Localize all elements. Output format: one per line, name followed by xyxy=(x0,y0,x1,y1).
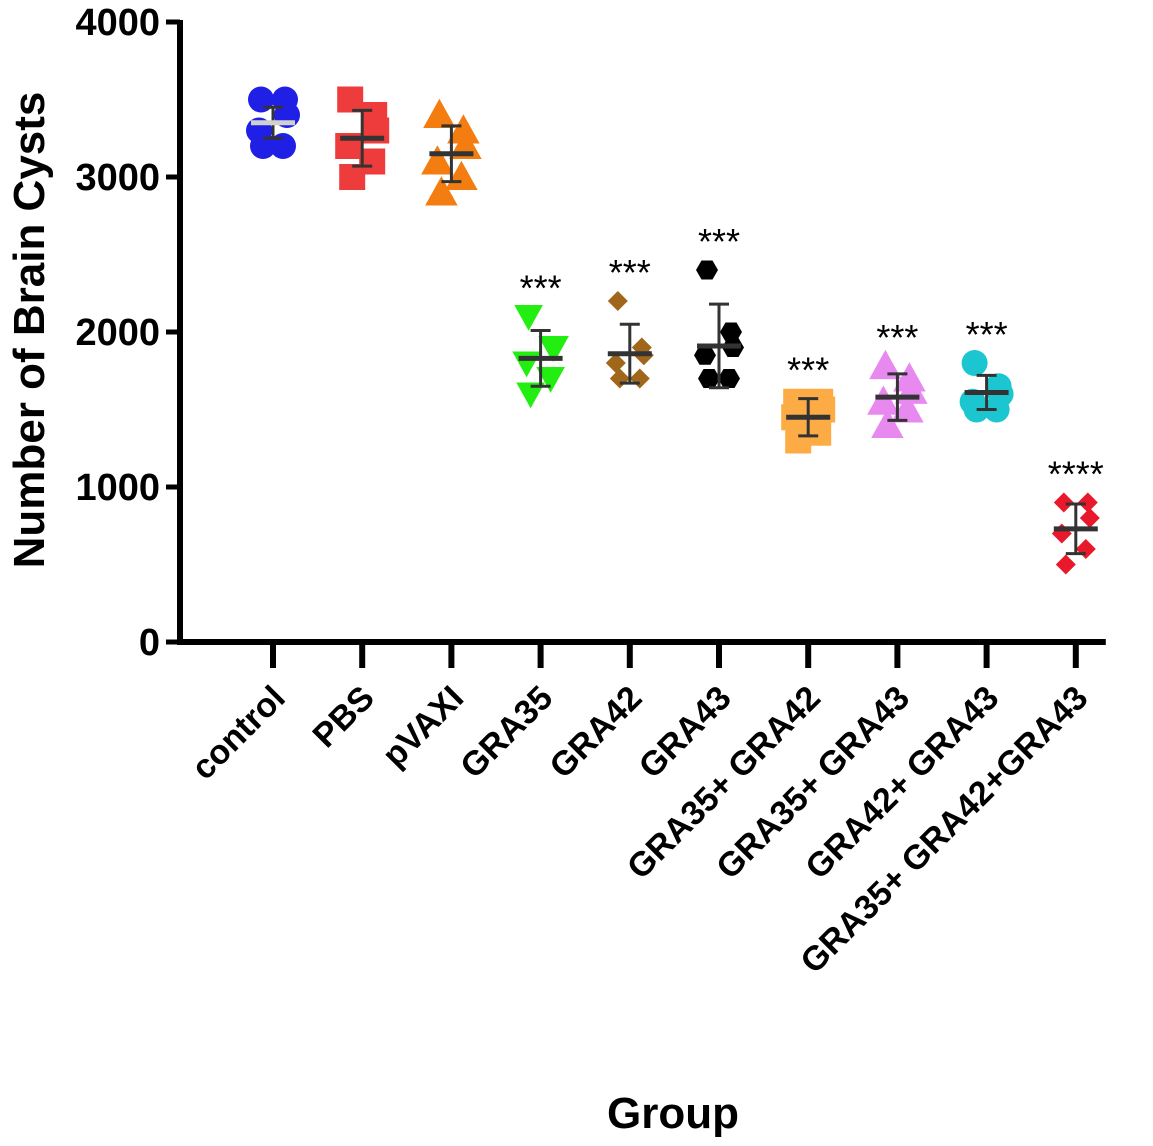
x-tick-label: GRA35 xyxy=(453,679,560,786)
data-point xyxy=(421,145,454,175)
data-point xyxy=(536,367,565,393)
data-point xyxy=(696,260,718,280)
data-point xyxy=(607,291,628,311)
y-tick-label: 2000 xyxy=(75,312,160,354)
significance-label: *** xyxy=(876,317,918,358)
x-tick-label: GRA42 xyxy=(542,679,649,786)
data-point xyxy=(1075,539,1096,559)
data-point xyxy=(718,369,740,388)
data-point xyxy=(339,164,366,190)
significance-label: **** xyxy=(1048,454,1104,495)
data-point xyxy=(869,349,902,380)
data-point xyxy=(1077,492,1098,513)
data-point xyxy=(512,351,541,378)
data-point xyxy=(629,368,650,389)
significance-label: *** xyxy=(966,314,1008,355)
significance-label: *** xyxy=(698,221,740,262)
significance-label: *** xyxy=(609,252,651,293)
data-point xyxy=(605,353,626,373)
y-tick-label: 4000 xyxy=(75,2,160,44)
x-axis-title: Group xyxy=(607,1089,739,1138)
x-tick-label: PBS xyxy=(306,679,382,755)
significance-label: *** xyxy=(787,350,829,391)
y-tick-label: 1000 xyxy=(75,467,160,509)
data-point xyxy=(514,305,543,331)
data-point xyxy=(698,369,720,388)
y-tick-label: 0 xyxy=(139,622,160,664)
significance-label: *** xyxy=(520,268,562,309)
data-point xyxy=(609,368,630,389)
data-point xyxy=(540,336,569,362)
data-point xyxy=(961,350,988,376)
y-tick-label: 3000 xyxy=(75,157,160,199)
y-axis-title: Number of Brain Cysts xyxy=(5,92,54,569)
data-point xyxy=(871,408,904,438)
data-point xyxy=(337,86,364,113)
data-point xyxy=(423,98,456,128)
data-point xyxy=(694,345,716,365)
plot-area: *** ************ ******* xyxy=(246,86,1104,575)
data-point xyxy=(1055,554,1076,575)
data-point xyxy=(425,176,458,206)
data-point xyxy=(867,385,900,415)
data-point xyxy=(1079,508,1100,528)
data-point xyxy=(1053,492,1074,513)
data-point xyxy=(720,322,742,342)
data-point xyxy=(893,362,926,392)
data-point xyxy=(891,393,924,423)
data-point xyxy=(516,382,545,409)
y-axis: 0 1000 2000 3000 4000 xyxy=(75,2,183,664)
data-point xyxy=(447,114,480,144)
x-tick-label: control xyxy=(184,679,292,787)
